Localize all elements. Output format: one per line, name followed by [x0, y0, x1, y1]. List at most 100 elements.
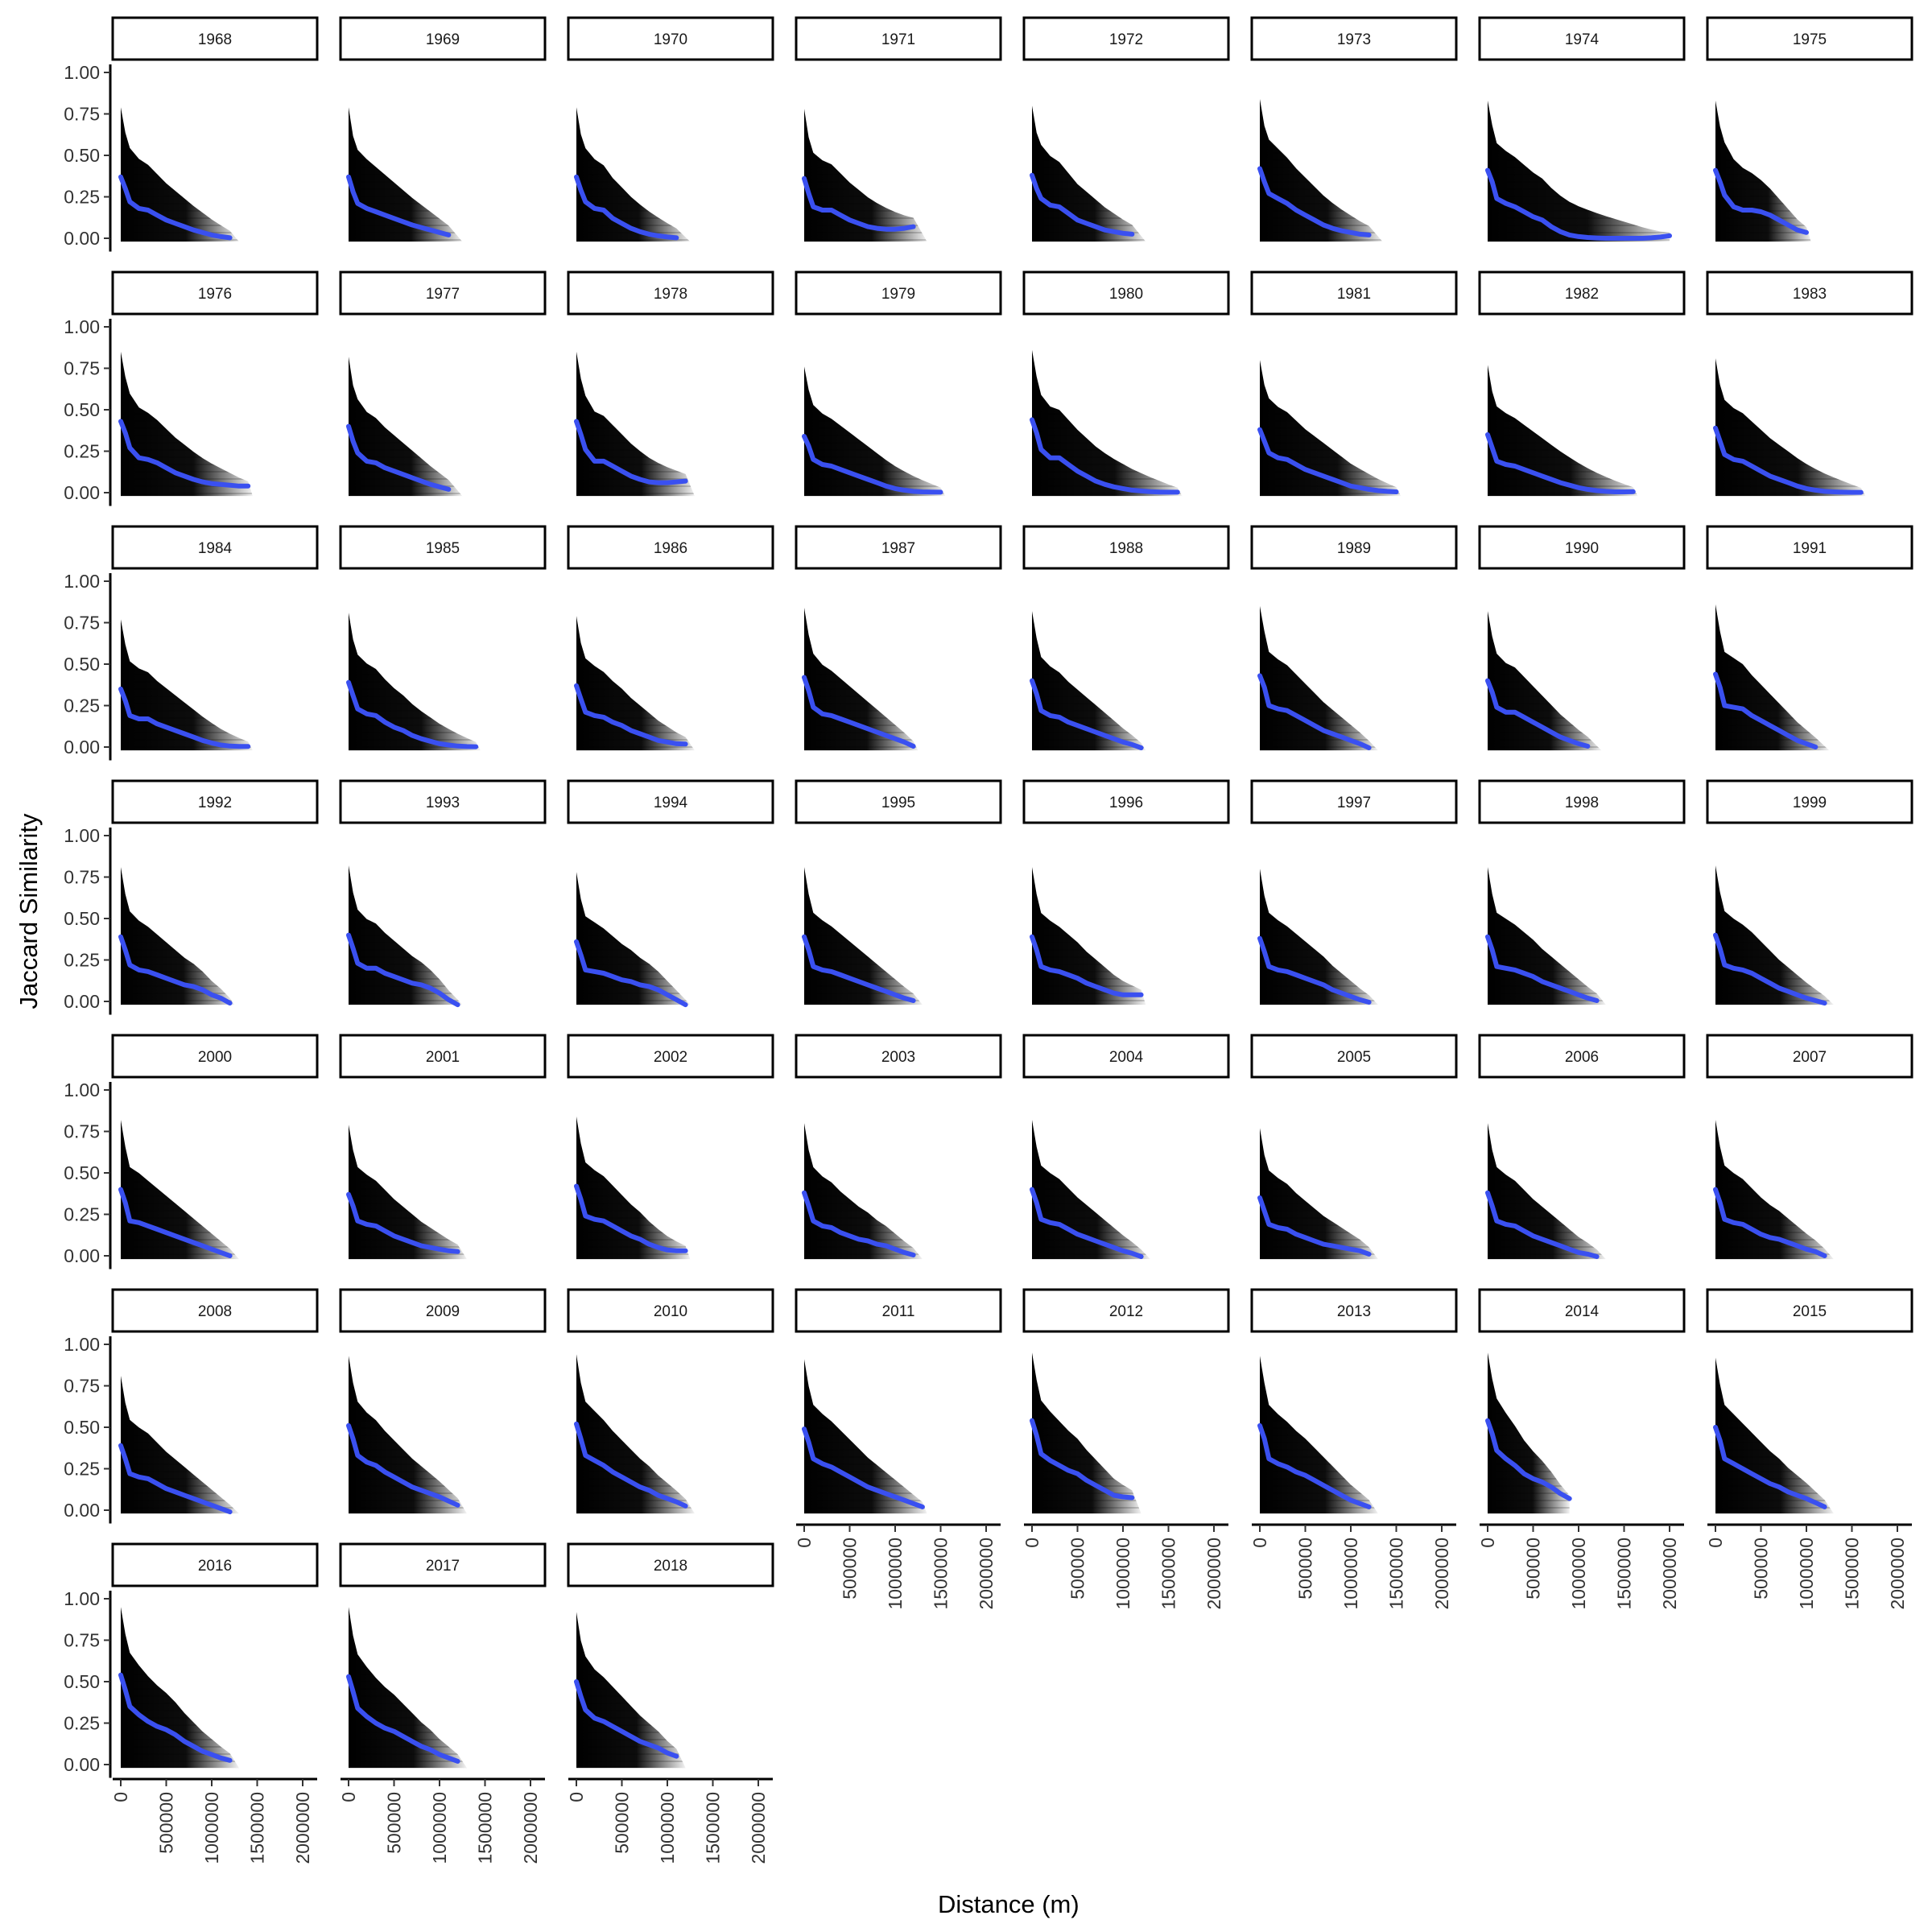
x-tick-label: 1000000: [1796, 1538, 1817, 1610]
facet-strip: [567, 779, 774, 824]
y-tick-label: 0.00: [64, 991, 100, 1012]
x-tick-label: 500000: [612, 1792, 633, 1854]
facet-strip: [1022, 525, 1230, 570]
y-tick-label: 1.00: [64, 1588, 100, 1609]
facet-strip: [1022, 1034, 1230, 1079]
facet-strip-label: 1987: [881, 540, 915, 557]
scatter-point-bands: [121, 351, 253, 497]
y-tick-label: 0.75: [64, 358, 100, 379]
facet-panel-1975: 1975: [1706, 16, 1913, 242]
facet-panel-1968: 1968 0.00 0.25 0.50 0.75 1.00: [64, 16, 319, 252]
facet-strip-label: 1970: [654, 31, 687, 48]
facet-strip: [567, 1034, 774, 1079]
facet-strip-label: 2016: [198, 1558, 232, 1575]
facet-panel-1976: 1976 0.00 0.25 0.50 0.75 1.00: [64, 270, 319, 506]
facet-strip: [1706, 270, 1913, 316]
smooth-line: [802, 934, 916, 1003]
facet-panel-1998: 1998: [1478, 779, 1686, 1005]
smooth-line: [1030, 934, 1144, 997]
facet-strip: [111, 270, 319, 316]
scatter-point-bands: [576, 1354, 695, 1514]
facet-panel-1989: 1989: [1250, 525, 1458, 751]
facet-strip-label: 1992: [198, 795, 232, 811]
facet-strip-label: 1973: [1337, 31, 1371, 48]
facet-strip: [1706, 16, 1913, 61]
smooth-line: [1030, 678, 1144, 750]
x-tick-label: 1500000: [1842, 1538, 1863, 1610]
facet-panel-1986: 1986: [567, 525, 774, 751]
y-tick-label: 1.00: [64, 825, 100, 846]
facet-strip-label: 1979: [881, 286, 915, 303]
facet-strip-label: 1983: [1793, 286, 1827, 303]
facet-strip: [795, 779, 1002, 824]
facet-strip-label: 1989: [1337, 540, 1371, 557]
facet-strip: [1706, 525, 1913, 570]
facet-panel-2000: 2000 0.00 0.25 0.50 0.75 1.00: [64, 1034, 319, 1269]
scatter-point-bands: [1715, 604, 1830, 751]
smooth-line: [574, 1183, 688, 1253]
facet-strip: [795, 525, 1002, 570]
x-tick-label: 1000000: [1113, 1538, 1133, 1610]
scatter-point-bands: [804, 1359, 927, 1514]
scatter-point-bands: [1260, 99, 1383, 242]
facet-panel-1983: 1983: [1706, 270, 1913, 497]
x-tick-label: 1500000: [703, 1792, 724, 1864]
x-tick-label: 1000000: [429, 1792, 450, 1864]
smooth-line: [1030, 417, 1180, 495]
facet-strip-label: 2013: [1337, 1303, 1371, 1320]
facet-panel-1973: 1973: [1250, 16, 1458, 242]
facet-panel-2007: 2007: [1706, 1034, 1913, 1260]
facet-panel-1988: 1988: [1022, 525, 1230, 751]
facet-strip-label: 1976: [198, 286, 232, 303]
facet-strip-label: 2015: [1793, 1303, 1827, 1320]
smooth-line: [118, 934, 233, 1006]
facet-panel-2015: 2015 0 500000 1000000 1500000 2000000: [1705, 1288, 1913, 1610]
smooth-line: [1030, 172, 1135, 237]
scatter-point-bands: [804, 608, 919, 751]
y-tick-label: 0.25: [64, 1204, 100, 1225]
x-tick-label: 0: [566, 1792, 587, 1802]
y-tick-label: 0.25: [64, 950, 100, 971]
facet-strip: [111, 1034, 319, 1079]
x-tick-label: 500000: [840, 1538, 861, 1600]
scatter-point-bands: [804, 1123, 923, 1260]
facet-strip: [1250, 779, 1458, 824]
scatter-point-bands: [349, 1607, 467, 1769]
facet-strip: [339, 525, 547, 570]
facet-strip: [111, 779, 319, 824]
facet-panel-1990: 1990: [1478, 525, 1686, 751]
facet-panel-2016: 2016 0.00 0.25 0.50 0.75 1.00 0 500000 1000000 15…: [64, 1542, 319, 1864]
facet-strip: [1706, 779, 1913, 824]
facet-panel-2018: 2018 0 500000 1000000 1500000 2000000: [566, 1542, 774, 1864]
smooth-line: [118, 174, 233, 241]
x-tick-label: 0: [1705, 1538, 1726, 1548]
x-tick-label: 2000000: [1203, 1538, 1224, 1610]
y-tick-label: 0.25: [64, 441, 100, 462]
facet-strip-label: 1986: [654, 540, 687, 557]
x-tick-label: 1500000: [931, 1538, 952, 1610]
facet-strip-label: 1993: [426, 795, 460, 811]
facet-strip: [1250, 270, 1458, 316]
x-tick-label: 1500000: [1614, 1538, 1635, 1610]
facet-strip: [1478, 270, 1686, 316]
x-tick-label: 1000000: [657, 1792, 678, 1864]
smooth-line: [1257, 166, 1372, 237]
y-tick-label: 1.00: [64, 1080, 100, 1100]
scatter-point-bands: [1488, 1352, 1570, 1514]
y-tick-label: 0.50: [64, 908, 100, 929]
y-tick-label: 0.75: [64, 104, 100, 125]
facet-strip-label: 2009: [426, 1303, 460, 1320]
facet-strip-label: 2014: [1565, 1303, 1600, 1320]
y-tick-label: 0.00: [64, 482, 100, 503]
facet-strip-label: 1994: [654, 795, 688, 811]
scatter-point-bands: [1260, 1356, 1378, 1514]
smooth-line: [346, 932, 460, 1008]
smooth-line: [1485, 934, 1600, 1003]
y-tick-label: 0.00: [64, 1245, 100, 1266]
facet-panel-2003: 2003: [795, 1034, 1002, 1260]
facet-strip: [1250, 16, 1458, 61]
facet-panel-2002: 2002: [567, 1034, 774, 1260]
facet-panel-1971: 1971: [795, 16, 1002, 242]
facet-strip: [1478, 779, 1686, 824]
facet-panel-1999: 1999: [1706, 779, 1913, 1006]
